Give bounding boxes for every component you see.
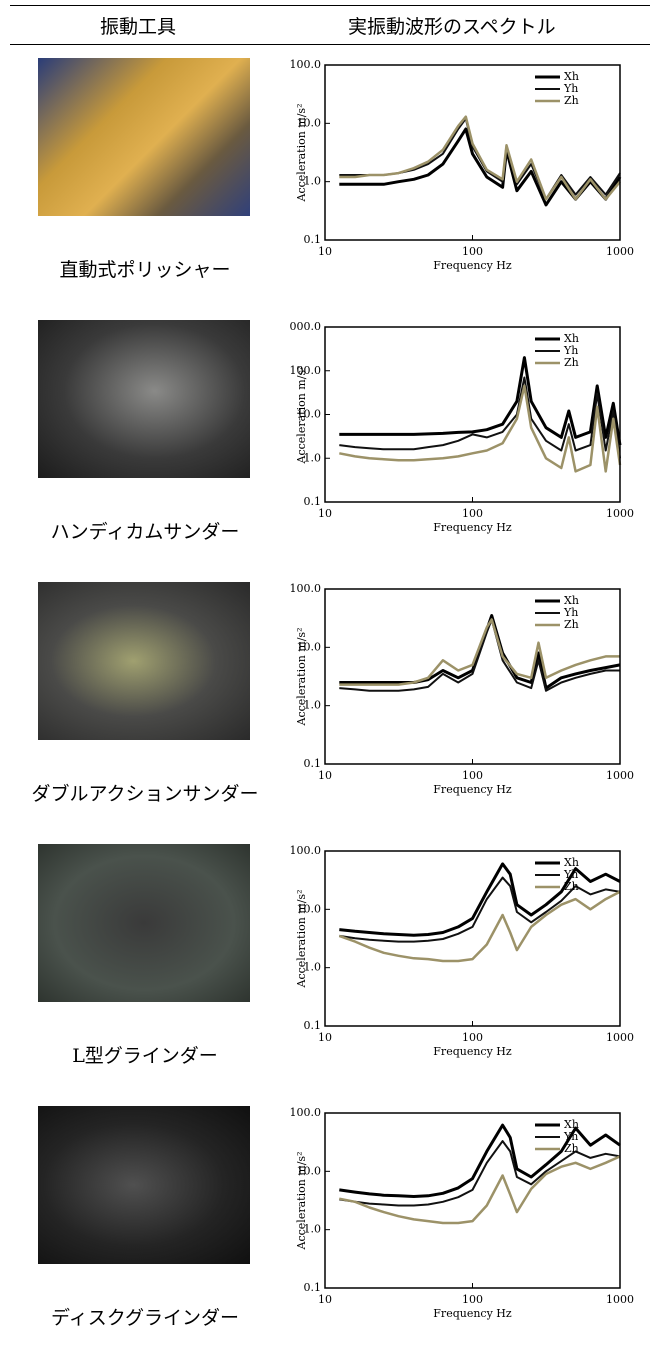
y-tick-label: 100.0 [290, 844, 321, 857]
tool-photo [38, 1106, 250, 1264]
x-tick-label: 1000 [606, 1293, 634, 1306]
tool-photo [38, 320, 250, 478]
legend-label: Zh [564, 618, 579, 631]
y-tick-label: 1,000.0 [290, 320, 321, 333]
tool-name: L型グラインダー [0, 1041, 290, 1068]
y-tick-label: 100.0 [290, 582, 321, 595]
spectrum-chart: 0.11.010.0100.01,000.0101001000Frequency… [290, 319, 635, 544]
x-tick-label: 10 [318, 1293, 332, 1306]
x-tick-label: 10 [318, 245, 332, 258]
series-line [339, 117, 620, 200]
y-axis-label: Acceleration m/s² [295, 1152, 308, 1251]
header-rule [10, 44, 650, 45]
x-tick-label: 100 [462, 507, 483, 520]
column-header: 実振動波形のスペクトル [348, 12, 556, 39]
x-tick-label: 1000 [606, 245, 634, 258]
tool-name: ディスクグラインダー [0, 1303, 290, 1330]
tool-name: 直動式ポリッシャー [0, 255, 290, 282]
top-rule [10, 5, 650, 6]
column-header: 振動工具 [100, 12, 176, 39]
x-tick-label: 10 [318, 769, 332, 782]
tool-name: ダブルアクションサンダー [0, 779, 290, 806]
x-tick-label: 100 [462, 245, 483, 258]
x-axis-label: Frequency Hz [433, 521, 512, 534]
tool-photo [38, 844, 250, 1002]
tool-photo [38, 582, 250, 740]
series-line [339, 129, 620, 205]
series-line [339, 378, 620, 459]
x-tick-label: 10 [318, 507, 332, 520]
legend-label: Zh [564, 880, 579, 893]
x-axis-label: Frequency Hz [433, 783, 512, 796]
series-line [339, 386, 620, 472]
x-tick-label: 10 [318, 1031, 332, 1044]
tool-photo [38, 58, 250, 216]
y-tick-label: 100.0 [290, 1106, 321, 1119]
series-line [339, 358, 620, 446]
legend-label: Zh [564, 356, 579, 369]
x-tick-label: 1000 [606, 507, 634, 520]
x-axis-label: Frequency Hz [433, 1307, 512, 1320]
x-axis-label: Frequency Hz [433, 1045, 512, 1058]
y-tick-label: 100.0 [290, 58, 321, 71]
x-tick-label: 1000 [606, 1031, 634, 1044]
tool-name: ハンディカムサンダー [0, 517, 290, 544]
x-tick-label: 100 [462, 1293, 483, 1306]
legend-label: Zh [564, 94, 579, 107]
y-axis-label: Acceleration m/s² [295, 104, 308, 203]
x-tick-label: 1000 [606, 769, 634, 782]
y-axis-label: Acceleration m/s² [295, 890, 308, 989]
x-axis-label: Frequency Hz [433, 259, 512, 272]
x-tick-label: 100 [462, 1031, 483, 1044]
page: 振動工具 実振動波形のスペクトル 直動式ポリッシャー0.11.010.0100.… [0, 0, 656, 1346]
x-tick-label: 100 [462, 769, 483, 782]
legend-label: Zh [564, 1142, 579, 1155]
y-axis-label: Acceleration m/s² [295, 628, 308, 727]
y-axis-label: Acceleration m/s² [295, 366, 308, 465]
